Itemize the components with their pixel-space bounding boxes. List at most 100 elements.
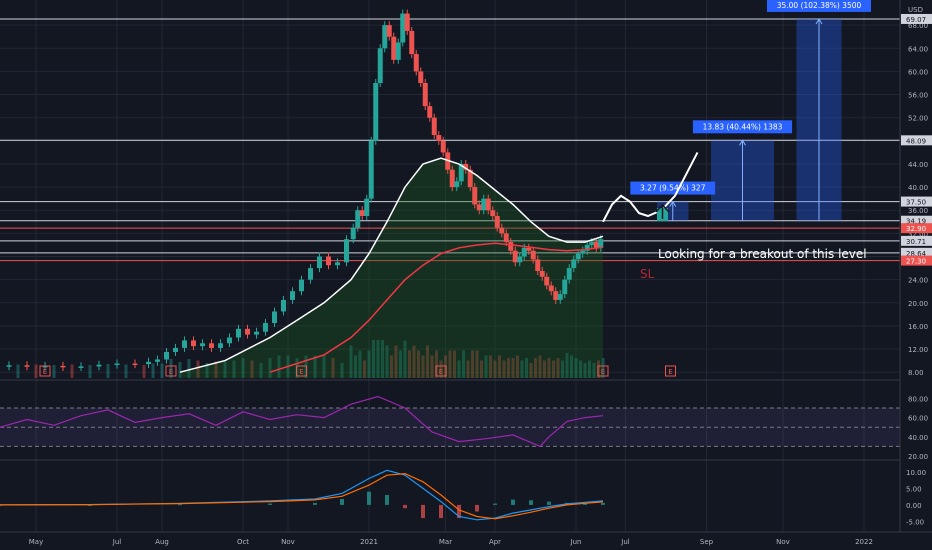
candle-body xyxy=(355,210,361,228)
macd-tick-label: 10.00 xyxy=(906,469,926,477)
volume-bar xyxy=(448,350,452,378)
candle-body xyxy=(245,328,250,335)
volume-bar xyxy=(565,353,569,378)
volume-bar xyxy=(124,364,128,378)
volume-bar xyxy=(552,360,555,378)
candle-body xyxy=(6,365,12,367)
earnings-marker-box xyxy=(435,365,447,377)
candle-body xyxy=(521,247,527,257)
macd-histogram-bar xyxy=(439,504,443,519)
price-tick-label: 56.00 xyxy=(908,92,928,100)
macd-histogram-bar xyxy=(457,504,461,519)
volume-bar xyxy=(471,350,474,378)
volume-bar xyxy=(516,355,519,378)
volume-bar xyxy=(70,364,74,378)
candle-body xyxy=(299,279,304,292)
volume-bar xyxy=(358,350,362,378)
macd-histogram-bar xyxy=(475,504,479,512)
time-axis[interactable]: May Jul Aug Oct Nov 2021 Mar Apr Jun Jul Sep Nov 202… xyxy=(0,531,932,546)
macd-histogram-bar xyxy=(583,502,587,505)
volume-bar xyxy=(601,358,605,378)
candle-body xyxy=(317,256,322,269)
volume-bar xyxy=(534,358,537,378)
volume-bar xyxy=(426,345,429,378)
price-tick-label: 44.00 xyxy=(908,161,928,169)
candle-body xyxy=(431,117,437,136)
candle-body xyxy=(544,276,550,286)
volume-bar xyxy=(583,363,587,378)
volume-bar xyxy=(349,345,353,378)
candle-body xyxy=(553,291,559,300)
earnings-marker-label: E xyxy=(439,368,443,376)
macd-histogram-bar xyxy=(385,495,389,505)
candle-body xyxy=(263,323,268,332)
volume-bar xyxy=(592,363,596,378)
volume-bar xyxy=(381,340,384,378)
volume-bar xyxy=(169,359,173,378)
candle-body xyxy=(481,198,487,211)
candle-body xyxy=(485,198,491,211)
level-price-tag xyxy=(901,13,932,24)
candle-body xyxy=(404,13,410,31)
price-tick-label: 40.00 xyxy=(908,184,928,192)
macd-histogram-bar xyxy=(529,500,533,505)
volume-bar xyxy=(142,365,146,378)
target-boxes: 3.27 (9.54%) 327 13.83 (40.44%) 1383 35.00… xyxy=(630,0,871,221)
candle-body xyxy=(571,259,577,269)
target-arrow-head xyxy=(815,17,823,25)
volume-bar xyxy=(354,355,357,378)
volume-bar xyxy=(547,358,551,378)
candle-body xyxy=(535,259,541,271)
earnings-marker-box xyxy=(296,365,307,377)
volume-bar xyxy=(232,360,236,378)
candle-body xyxy=(146,361,151,365)
volume-bar xyxy=(457,360,461,378)
candle-body xyxy=(436,135,442,141)
volume-bar xyxy=(408,350,411,378)
level-price-tag xyxy=(901,215,932,226)
candle-body xyxy=(395,42,401,60)
level-price-tag xyxy=(901,247,932,258)
price-tick-label: 64.00 xyxy=(908,45,928,53)
volume-bar xyxy=(399,350,402,378)
target-label-bg xyxy=(630,181,716,195)
candle-body xyxy=(182,340,187,348)
candle-body xyxy=(164,351,169,360)
level-price-label: 32.90 xyxy=(906,225,926,233)
candle-body xyxy=(517,256,523,263)
candle-body xyxy=(539,270,545,277)
volume-bar xyxy=(579,360,582,378)
price-axis[interactable]: USD 8.0012.0016.0020.0024.0028.0032.0036… xyxy=(899,0,932,532)
volume-bar xyxy=(250,360,254,378)
macd-tick-label: -5.00 xyxy=(906,518,924,526)
rsi-panel[interactable] xyxy=(0,395,900,448)
volume-bar xyxy=(403,340,407,378)
time-tick-label: Nov xyxy=(776,538,790,546)
candle-body xyxy=(373,82,379,141)
macd-histogram-bar xyxy=(511,499,515,505)
volume-bar xyxy=(34,364,38,378)
slow-moving-average-line xyxy=(269,242,604,373)
price-tick-label: 68.00 xyxy=(908,22,928,30)
candle-body xyxy=(499,227,505,234)
candle-body xyxy=(548,285,554,292)
macd-panel[interactable] xyxy=(0,469,605,521)
earnings-marker-box xyxy=(165,365,177,377)
volume-bar xyxy=(394,345,398,378)
price-panel[interactable]: 3.27 (9.54%) 327 13.83 (40.44%) 1383 35.00… xyxy=(0,0,900,378)
price-tick-label: 8.00 xyxy=(908,369,924,377)
projection-path-line xyxy=(602,151,699,223)
candle-body xyxy=(454,181,460,188)
macd-histogram-bar xyxy=(178,504,182,506)
earnings-marker-box xyxy=(39,365,51,377)
volume-bar xyxy=(421,355,425,378)
earnings-marker-label: E xyxy=(601,368,605,376)
target-label: 35.00 (102.38%) 3500 xyxy=(777,1,862,10)
candle-body xyxy=(386,25,392,37)
volume-bar xyxy=(160,363,164,378)
volume-bar xyxy=(489,355,492,378)
time-tick-label: Jul xyxy=(112,538,122,546)
macd-tick-label: 0.00 xyxy=(906,502,922,510)
level-price-label: 28.64 xyxy=(906,250,927,258)
